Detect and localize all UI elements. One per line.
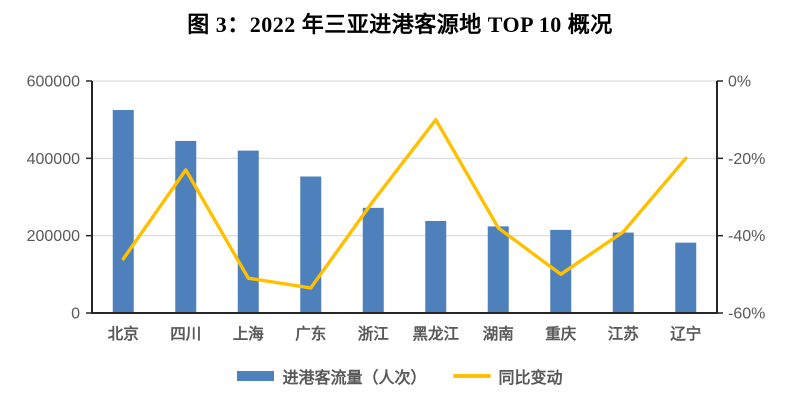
bar xyxy=(175,140,197,313)
bar-series-swatch xyxy=(237,371,275,381)
category-label: 上海 xyxy=(233,324,265,343)
bar xyxy=(425,220,447,313)
bar xyxy=(550,229,572,313)
legend-item-bar-series: 进港客流量（人次） xyxy=(237,364,427,388)
category-label: 黑龙江 xyxy=(412,324,459,343)
bar xyxy=(300,176,322,313)
left-axis-tick-label: 200000 xyxy=(27,228,80,245)
category-label: 重庆 xyxy=(545,324,577,343)
category-label: 北京 xyxy=(108,324,139,343)
legend-label: 同比变动 xyxy=(498,370,563,387)
category-label: 辽宁 xyxy=(670,324,701,343)
category-label: 四川 xyxy=(170,326,201,343)
right-axis-tick-label: 0% xyxy=(728,74,751,91)
category-label: 江苏 xyxy=(608,324,640,343)
category-label: 浙江 xyxy=(358,324,390,343)
category-label: 广东 xyxy=(295,324,326,343)
legend-label: 进港客流量（人次） xyxy=(282,370,427,387)
line-series xyxy=(121,117,688,290)
chart-title: 图 3：2022 年三亚进港客源地 TOP 10 概况 xyxy=(187,12,613,37)
right-axis-tick-label: -40% xyxy=(728,228,765,245)
chart-legend: 进港客流量（人次） 同比变动 xyxy=(0,363,800,389)
left-axis-tick-label: 400000 xyxy=(27,151,80,168)
bar xyxy=(112,110,134,313)
left-axis-tick-label: 0 xyxy=(71,306,80,323)
legend-item-line-series: 同比变动 xyxy=(452,364,563,388)
bar xyxy=(237,150,259,313)
category-label: 湖南 xyxy=(483,324,514,343)
right-axis-tick-label: -20% xyxy=(728,151,765,168)
bar xyxy=(362,207,384,313)
bar xyxy=(487,226,509,313)
bar xyxy=(675,242,697,313)
left-axis-tick-label: 600000 xyxy=(27,74,80,91)
right-axis-tick-label: -60% xyxy=(728,306,765,323)
line-series-swatch xyxy=(452,374,491,378)
bar xyxy=(612,232,634,313)
